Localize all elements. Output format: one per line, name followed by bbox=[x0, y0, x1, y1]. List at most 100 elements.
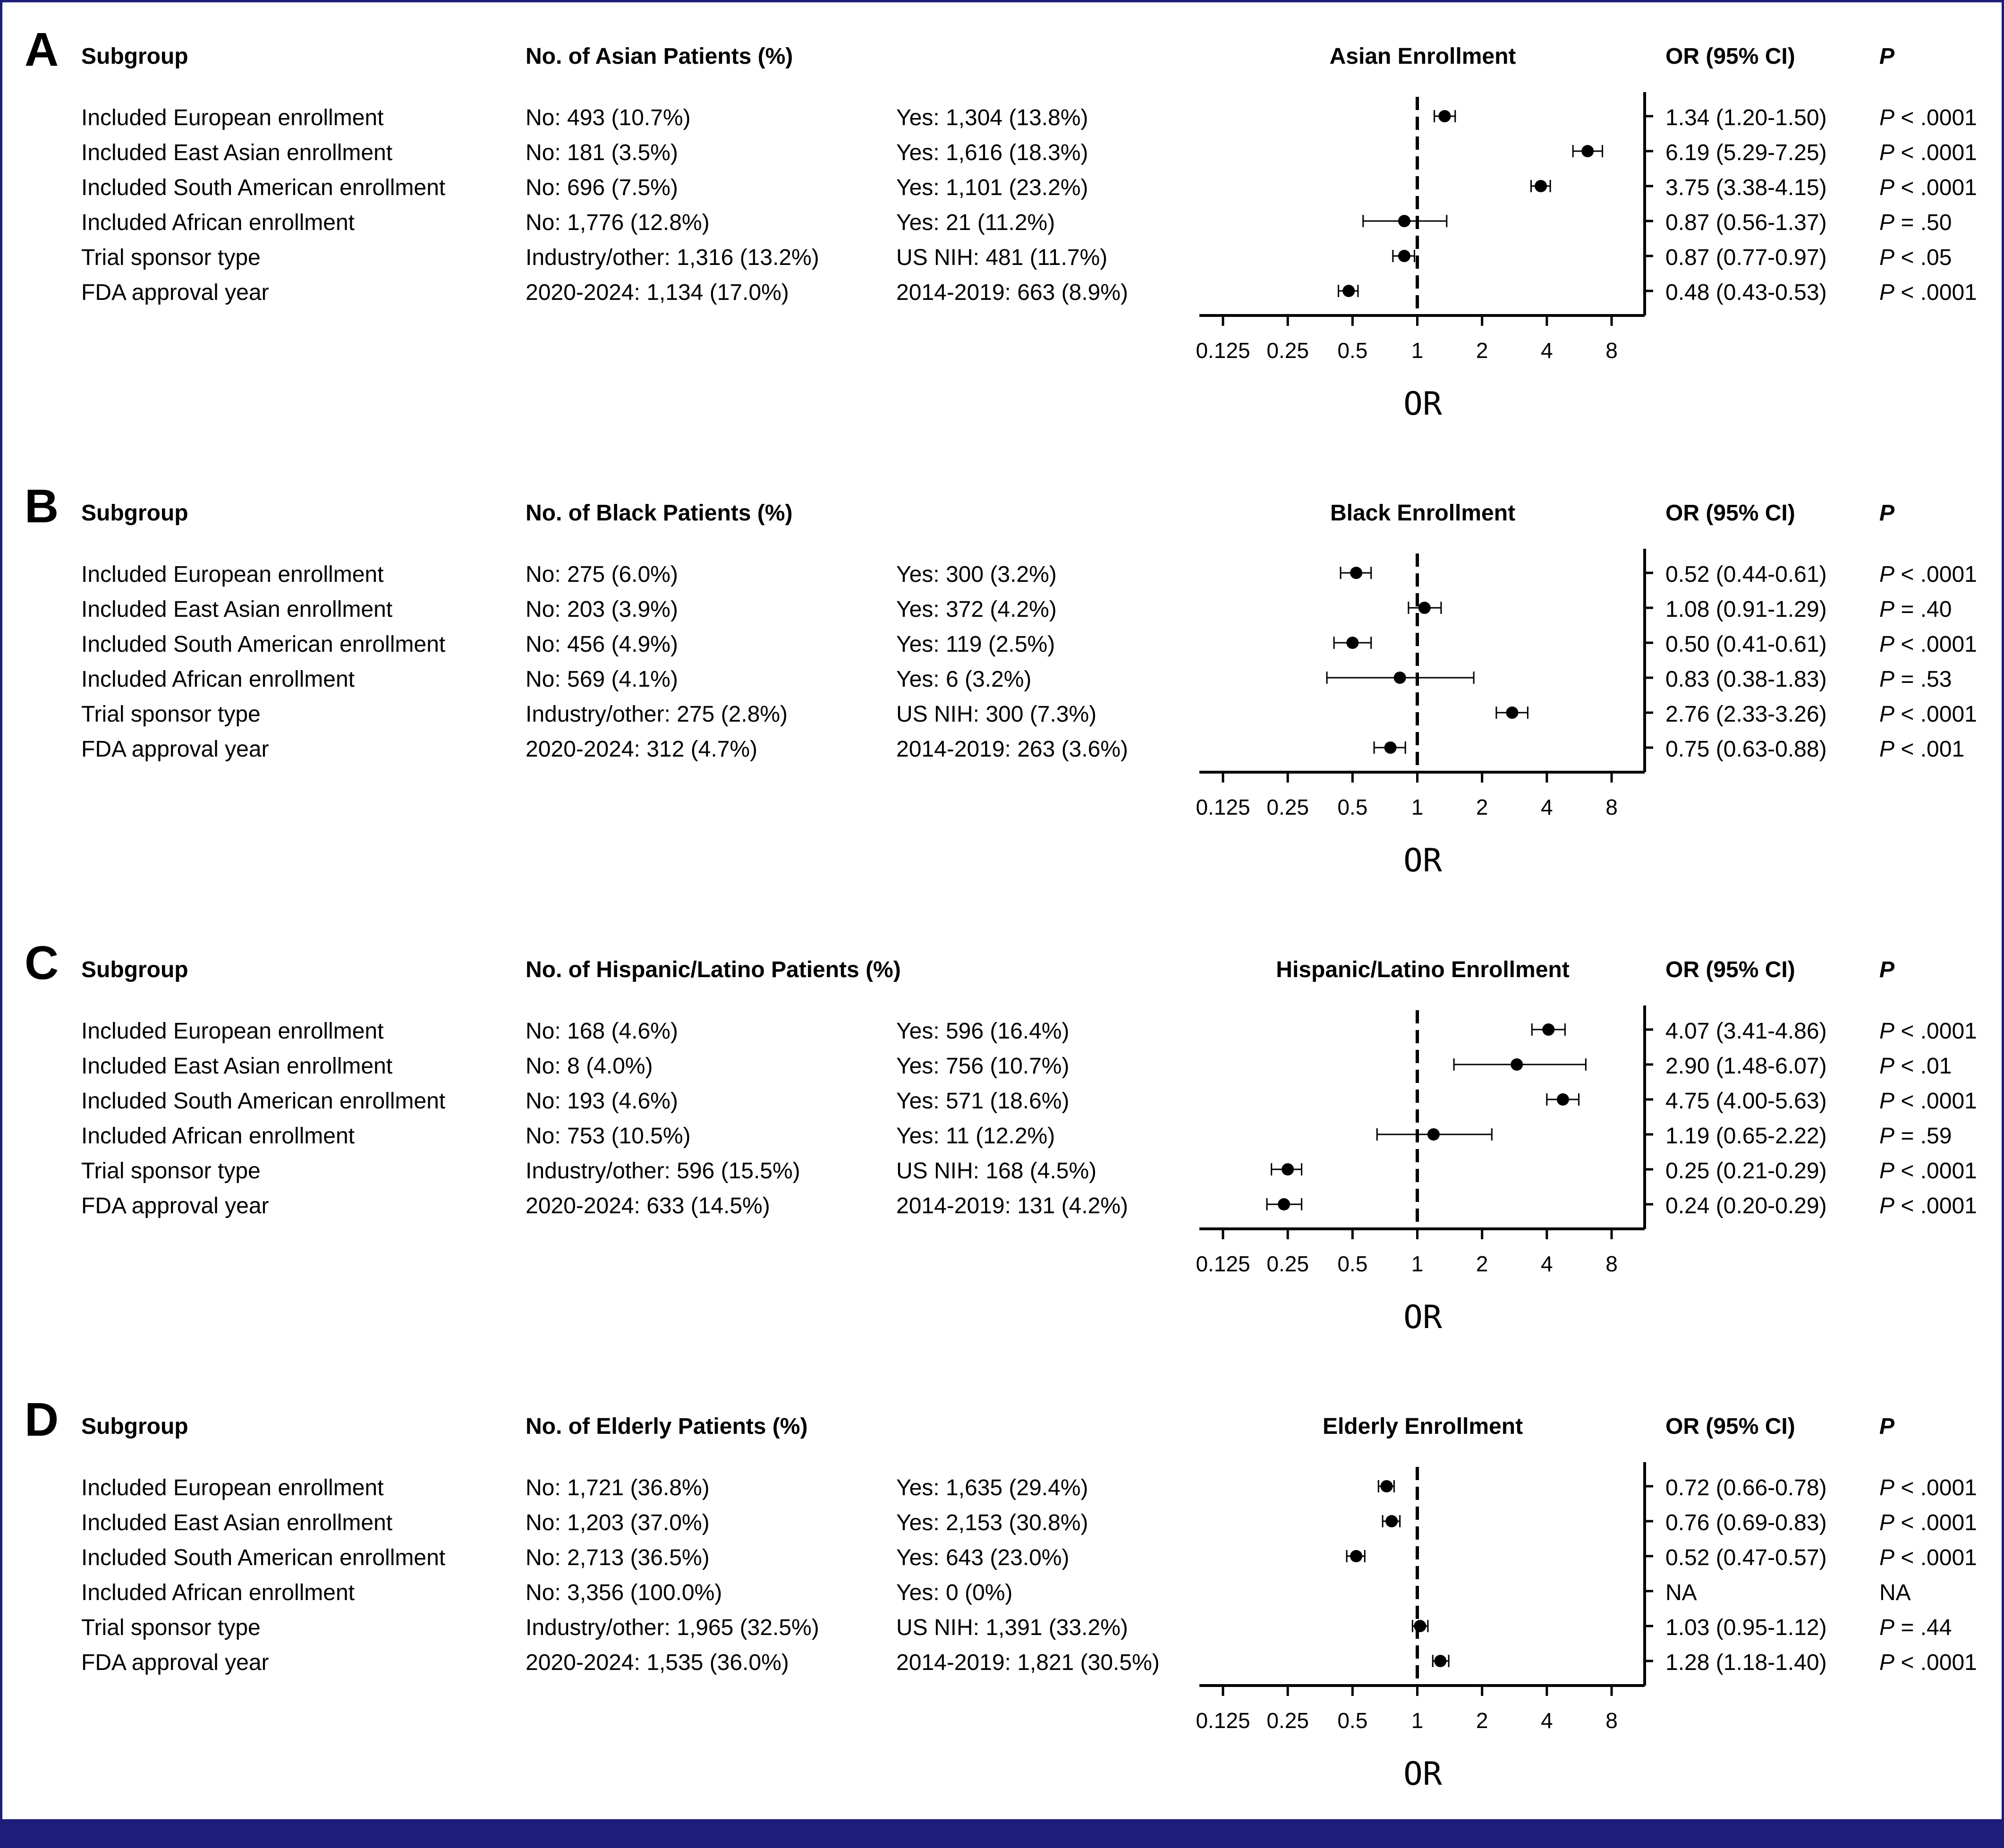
p-value-text: = .59 bbox=[1894, 1124, 1952, 1149]
or-ci-value: 1.19 (0.65-2.22) bbox=[1665, 1124, 1827, 1149]
group1-count: No: 493 (10.7%) bbox=[526, 105, 691, 130]
x-tick-label: 8 bbox=[1605, 338, 1618, 363]
x-tick-label: 0.125 bbox=[1196, 1252, 1250, 1276]
or-point bbox=[1380, 1480, 1393, 1492]
p-symbol: P bbox=[1879, 667, 1895, 692]
group1-count: No: 181 (3.5%) bbox=[526, 140, 678, 165]
or-point bbox=[1542, 1023, 1555, 1036]
group1-count: No: 203 (3.9%) bbox=[526, 597, 678, 622]
group1-count: No: 696 (7.5%) bbox=[526, 175, 678, 200]
p-value-text: < .0001 bbox=[1894, 175, 1977, 200]
forest-plot: 0.125 0.25 0.5 1 2 4 8 OR bbox=[1196, 1005, 1653, 1336]
x-tick-label: 0.25 bbox=[1266, 1708, 1309, 1733]
chart-title: Asian Enrollment bbox=[1329, 44, 1516, 69]
p-value-text: < .0001 bbox=[1894, 1158, 1977, 1184]
p-value-text: < .01 bbox=[1894, 1054, 1952, 1079]
header-patient-counts: No. of Black Patients (%) bbox=[526, 501, 793, 526]
or-point bbox=[1414, 1620, 1427, 1632]
header-patient-counts: No. of Asian Patients (%) bbox=[526, 44, 793, 69]
group2-count: Yes: 1,304 (13.8%) bbox=[896, 105, 1088, 130]
or-point bbox=[1434, 1655, 1447, 1667]
or-ci-value: 0.48 (0.43-0.53) bbox=[1665, 280, 1827, 305]
or-ci-value: 0.52 (0.44-0.61) bbox=[1665, 562, 1827, 587]
subgroup-label: Trial sponsor type bbox=[81, 1158, 261, 1184]
x-tick-label: 0.5 bbox=[1337, 1708, 1367, 1733]
group2-count: Yes: 571 (18.6%) bbox=[896, 1089, 1070, 1114]
subgroup-label: Included African enrollment bbox=[81, 667, 355, 692]
x-axis-title: OR bbox=[1403, 385, 1442, 423]
or-ci-value: 0.76 (0.69-0.83) bbox=[1665, 1510, 1827, 1535]
p-value: P < .0001 bbox=[1879, 703, 1977, 726]
p-value: P < .0001 bbox=[1879, 1020, 1977, 1043]
x-tick-label: 8 bbox=[1605, 1252, 1618, 1276]
subgroup-label: FDA approval year bbox=[81, 1193, 269, 1218]
group2-count: 2014-2019: 1,821 (30.5%) bbox=[896, 1650, 1160, 1675]
subgroup-label: FDA approval year bbox=[81, 1650, 269, 1675]
or-point bbox=[1342, 285, 1355, 297]
header-p: P bbox=[1879, 501, 1895, 526]
x-tick-label: 8 bbox=[1605, 1708, 1618, 1733]
group1-count: No: 193 (4.6%) bbox=[526, 1089, 678, 1114]
or-point bbox=[1350, 567, 1363, 579]
or-point bbox=[1393, 672, 1406, 684]
p-value: P = .50 bbox=[1879, 212, 1952, 234]
p-value: P < .001 bbox=[1879, 738, 1964, 761]
or-point bbox=[1418, 602, 1431, 614]
or-ci-value: 1.03 (0.95-1.12) bbox=[1665, 1615, 1827, 1640]
group1-count: No: 1,721 (36.8%) bbox=[526, 1475, 710, 1500]
group1-count: No: 1,203 (37.0%) bbox=[526, 1510, 710, 1535]
panel-elderly-enrollment: D Subgroup No. of Elderly Patients (%) Elde… bbox=[0, 1370, 2004, 1827]
subgroup-label: Trial sponsor type bbox=[81, 1615, 261, 1640]
header-patient-counts: No. of Hispanic/Latino Patients (%) bbox=[526, 957, 901, 982]
or-ci-value: 0.50 (0.41-0.61) bbox=[1665, 632, 1827, 657]
forest-plot: 0.125 0.25 0.5 1 2 4 8 OR bbox=[1196, 1462, 1653, 1793]
p-value: P < .0001 bbox=[1879, 142, 1977, 164]
or-point bbox=[1282, 1163, 1294, 1175]
header-or-ci: OR (95% CI) bbox=[1665, 957, 1795, 982]
group2-count: Yes: 596 (16.4%) bbox=[896, 1019, 1070, 1044]
p-value-text: < .0001 bbox=[1894, 702, 1977, 727]
header-subgroup: Subgroup bbox=[81, 501, 188, 526]
or-point bbox=[1350, 1550, 1363, 1562]
or-ci-value: 3.75 (3.38-4.15) bbox=[1665, 175, 1827, 200]
p-value: NA bbox=[1879, 1582, 1911, 1604]
group1-count: 2020-2024: 633 (14.5%) bbox=[526, 1193, 770, 1218]
x-tick-label: 4 bbox=[1541, 1252, 1553, 1276]
p-symbol: P bbox=[1879, 1650, 1895, 1675]
p-value: P < .0001 bbox=[1879, 1477, 1977, 1499]
group2-count: 2014-2019: 263 (3.6%) bbox=[896, 737, 1129, 762]
header-or-ci: OR (95% CI) bbox=[1665, 44, 1795, 69]
group1-count: Industry/other: 1,316 (13.2%) bbox=[526, 245, 819, 270]
or-ci-value: 4.75 (4.00-5.63) bbox=[1665, 1089, 1827, 1114]
subgroup-label: Included South American enrollment bbox=[81, 175, 446, 200]
or-ci-value: 0.87 (0.77-0.97) bbox=[1665, 245, 1827, 270]
group1-count: No: 456 (4.9%) bbox=[526, 632, 678, 657]
or-point bbox=[1581, 145, 1594, 157]
p-symbol: P bbox=[1879, 105, 1895, 130]
p-symbol: P bbox=[1879, 702, 1895, 727]
p-symbol: P bbox=[1879, 1545, 1895, 1570]
panel-letter: A bbox=[25, 23, 59, 76]
or-ci-value: 4.07 (3.41-4.86) bbox=[1665, 1019, 1827, 1044]
x-tick-label: 0.5 bbox=[1337, 795, 1367, 819]
or-point bbox=[1346, 637, 1359, 649]
or-point bbox=[1398, 250, 1410, 262]
subgroup-label: Included South American enrollment bbox=[81, 632, 446, 657]
or-point bbox=[1398, 215, 1410, 227]
subgroup-label: Included African enrollment bbox=[81, 210, 355, 235]
p-value: P < .0001 bbox=[1879, 563, 1977, 586]
chart-title: Hispanic/Latino Enrollment bbox=[1276, 957, 1570, 982]
group1-count: 2020-2024: 312 (4.7%) bbox=[526, 737, 758, 762]
group1-count: Industry/other: 275 (2.8%) bbox=[526, 702, 788, 727]
subgroup-label: Included European enrollment bbox=[81, 1019, 384, 1044]
p-value-text: < .0001 bbox=[1894, 1650, 1977, 1675]
p-value-text: < .001 bbox=[1894, 737, 1965, 762]
group1-count: No: 1,776 (12.8%) bbox=[526, 210, 710, 235]
p-symbol: P bbox=[1879, 1615, 1895, 1640]
p-value: P < .0001 bbox=[1879, 1512, 1977, 1534]
p-symbol: P bbox=[1879, 1158, 1895, 1184]
p-symbol: P bbox=[1879, 1475, 1895, 1500]
group2-count: Yes: 11 (12.2%) bbox=[896, 1124, 1055, 1149]
bottom-bar bbox=[0, 1819, 2004, 1848]
group2-count: Yes: 372 (4.2%) bbox=[896, 597, 1057, 622]
